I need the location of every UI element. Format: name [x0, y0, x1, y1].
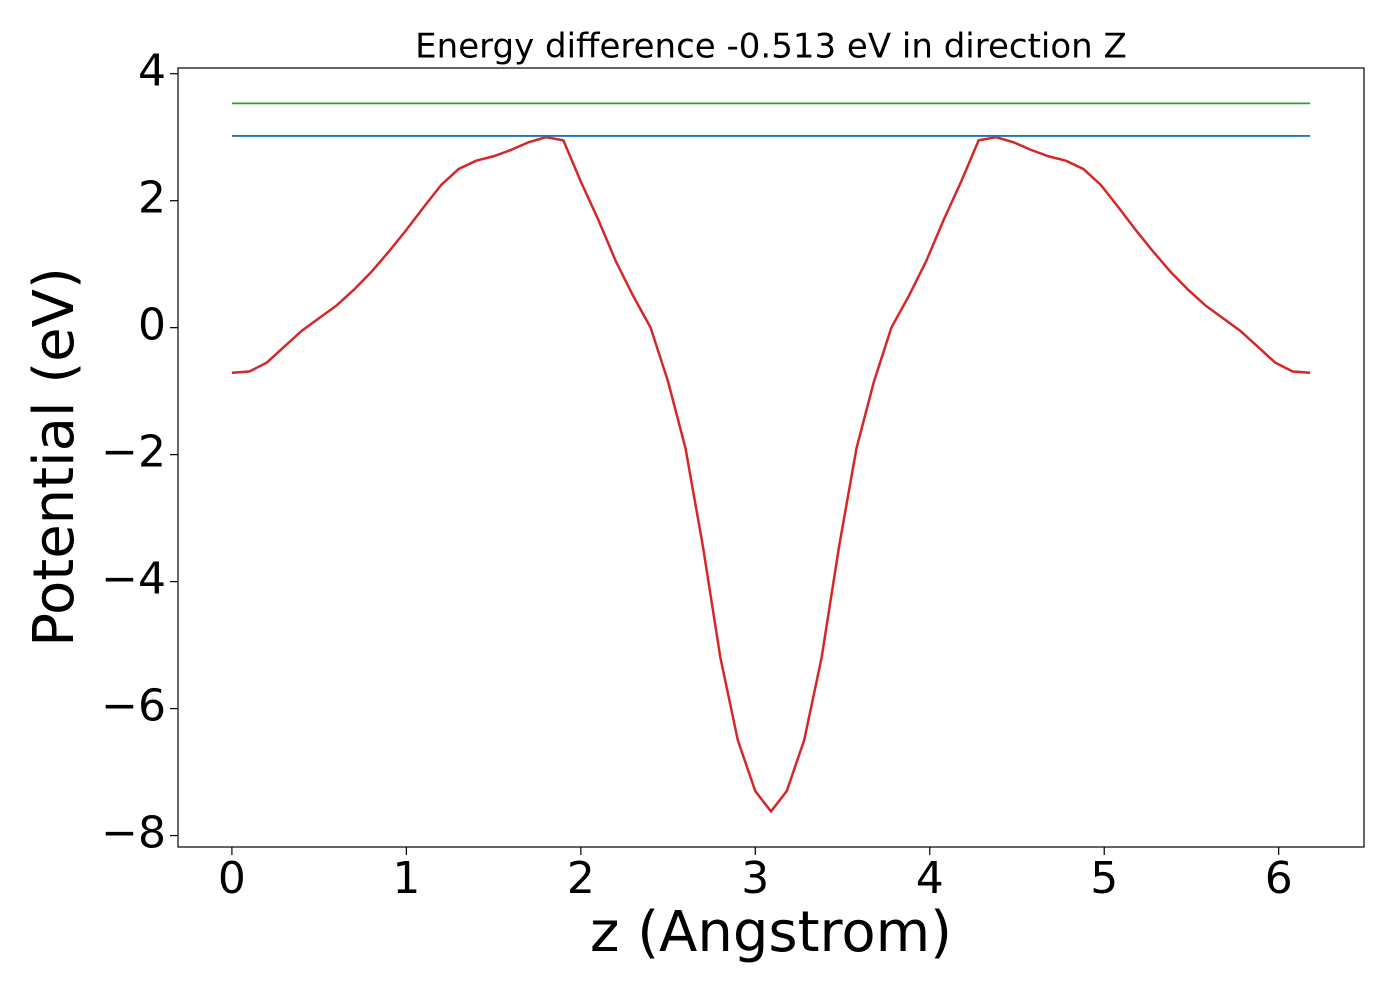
x-tick-label: 2 — [567, 853, 595, 904]
y-tick-label: 0 — [138, 300, 166, 351]
x-tick-label: 6 — [1265, 853, 1293, 904]
y-tick-label: −6 — [101, 681, 166, 732]
y-tick-label: 2 — [138, 173, 166, 224]
x-tick-label: 4 — [916, 853, 944, 904]
x-tick-label: 3 — [741, 853, 769, 904]
x-tick-label: 5 — [1090, 853, 1118, 904]
y-tick-label: −8 — [101, 808, 166, 859]
y-tick-label: −2 — [101, 427, 166, 478]
y-axis-label: Potential (eV) — [22, 267, 87, 647]
x-tick-label: 1 — [392, 853, 420, 904]
x-tick-label: 0 — [218, 853, 246, 904]
y-tick-label: 4 — [138, 46, 166, 97]
y-tick-label: −4 — [101, 554, 166, 605]
plot-frame — [177, 67, 1365, 848]
chart-title: Energy difference -0.513 eV in direction… — [415, 27, 1127, 67]
line-series — [231, 135, 1311, 814]
x-axis-label: z (Angstrom) — [590, 900, 952, 965]
